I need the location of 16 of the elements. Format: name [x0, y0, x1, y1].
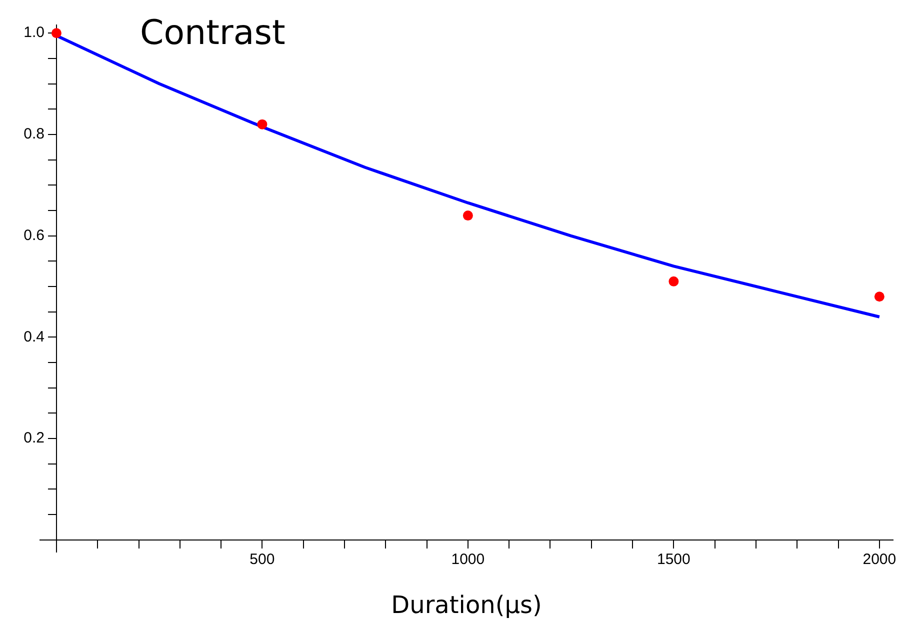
point: [462, 210, 473, 221]
x-tick-label: 1500: [656, 550, 690, 568]
y-tick-label: 0.2: [24, 430, 44, 447]
x-tick-label: 1000: [451, 550, 485, 568]
y-tick-label: 0.6: [24, 226, 44, 244]
y-tick-label: 0.8: [24, 126, 44, 143]
x-tick-label: 500: [250, 550, 275, 568]
point: [51, 28, 62, 38]
y-tick-label: 0.4: [24, 328, 44, 346]
x-axis-title: Duration(μs): [391, 591, 542, 620]
point: [668, 276, 679, 286]
chart-title: Contrast: [140, 12, 286, 53]
y-tick-label: 1.0: [24, 24, 44, 42]
point: [874, 292, 884, 302]
point: [257, 119, 268, 130]
x-tick-label: 2000: [862, 550, 896, 568]
